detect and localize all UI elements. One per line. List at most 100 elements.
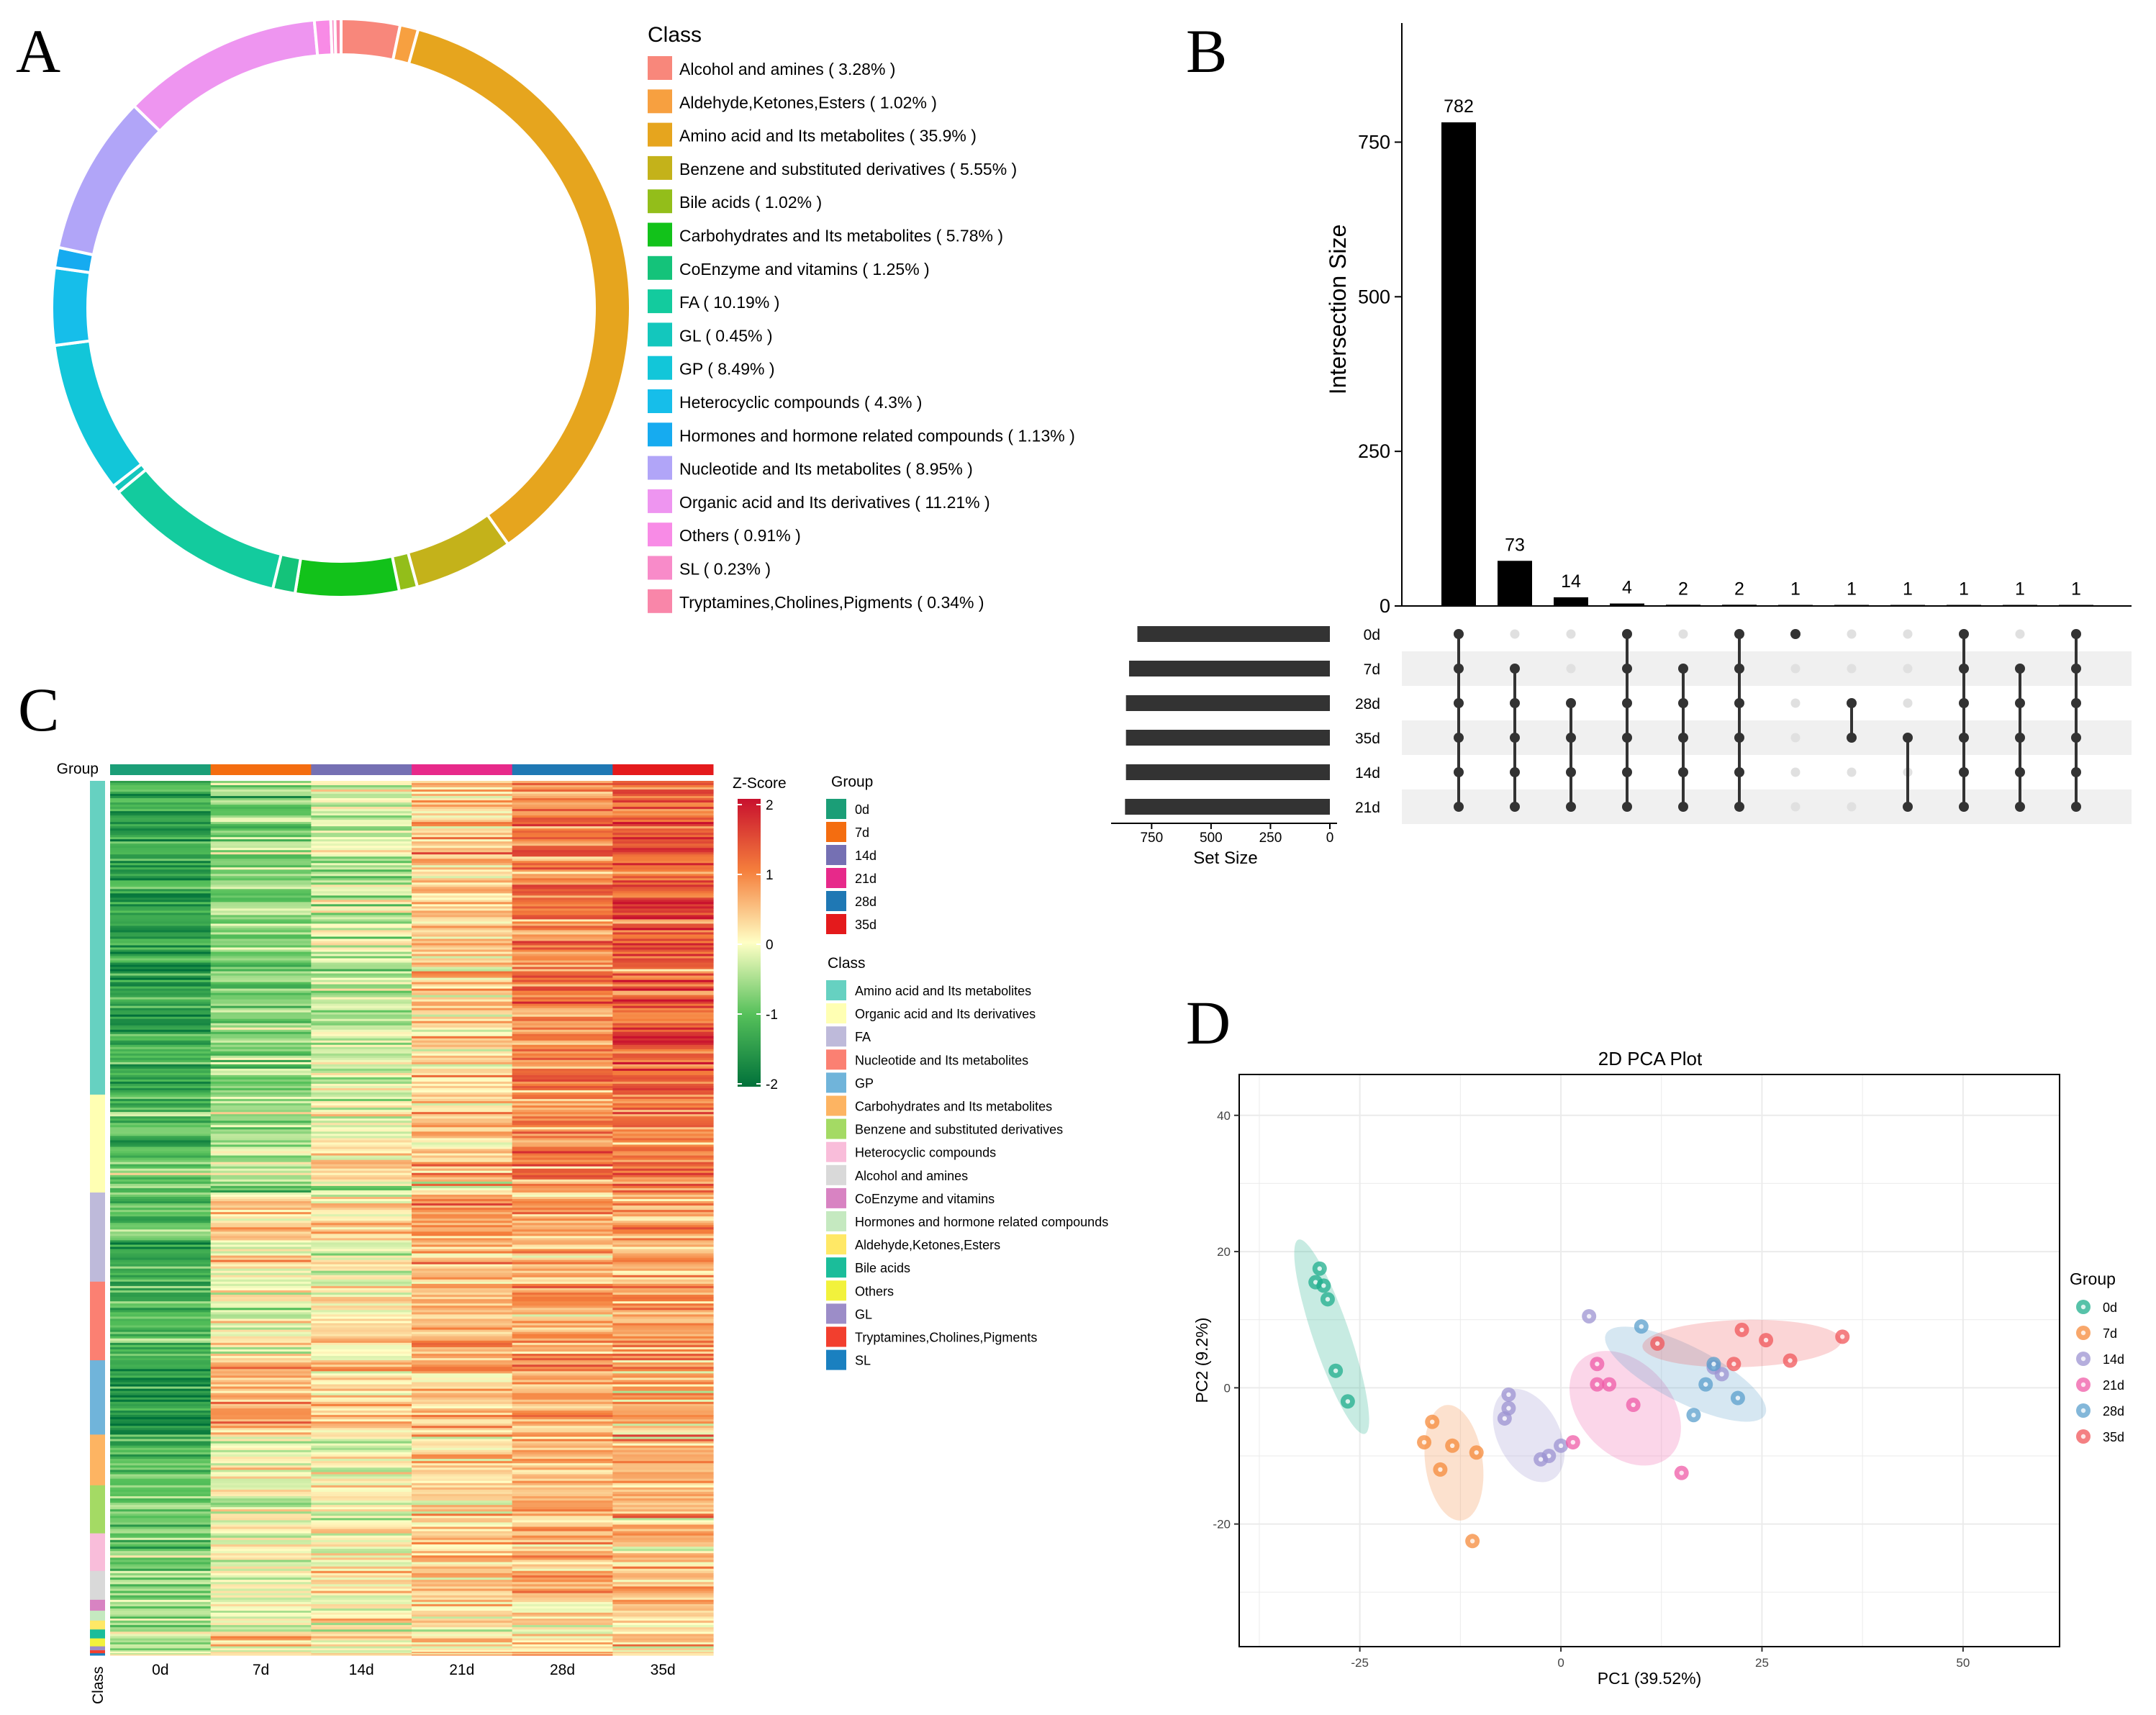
heatmap-cell xyxy=(311,1505,412,1508)
heatmap-cell xyxy=(311,878,412,881)
heatmap-cell xyxy=(512,997,613,1000)
heatmap-cell xyxy=(412,936,513,940)
matrix-dot-empty-2-1 xyxy=(1566,664,1576,674)
heatmap-cell xyxy=(612,908,714,912)
pca-legend-marker-center-21d xyxy=(2080,1382,2086,1388)
heatmap-cell xyxy=(612,1537,714,1541)
heatmap-cell xyxy=(512,910,613,914)
heatmap-cell xyxy=(110,1478,212,1482)
heatmap-class-legend-label-13: Others xyxy=(855,1284,894,1298)
heatmap-cell xyxy=(412,1306,513,1308)
heatmap-cell xyxy=(110,947,212,951)
heatmap-cell xyxy=(110,1358,212,1361)
heatmap-cell xyxy=(110,1223,212,1226)
heatmap-cell xyxy=(412,1401,513,1405)
heatmap-cell xyxy=(110,1620,212,1624)
group-legend-label-14d: 14d xyxy=(855,849,877,863)
heatmap-cell xyxy=(412,1449,513,1453)
heatmap-cell xyxy=(110,921,212,925)
heatmap-cell xyxy=(311,1253,412,1257)
heatmap-cell xyxy=(412,990,513,994)
heatmap-cell xyxy=(210,1140,312,1144)
heatmap-cell xyxy=(612,1068,714,1072)
heatmap-cell xyxy=(412,820,513,823)
heatmap-cell xyxy=(412,897,513,900)
heatmap-cell xyxy=(612,1397,714,1400)
heatmap-cell xyxy=(311,1168,412,1172)
class-bar-segment-8 xyxy=(90,1570,105,1601)
heatmap-cell xyxy=(612,1079,714,1082)
heatmap-cell xyxy=(412,1526,513,1530)
heatmap-cell xyxy=(210,1051,312,1054)
heatmap-cell xyxy=(612,1236,714,1239)
heatmap-cell xyxy=(210,1566,312,1570)
heatmap-cell xyxy=(210,1285,312,1289)
matrix-dot-filled-1-4 xyxy=(1510,767,1520,777)
heatmap-cell xyxy=(512,960,613,964)
heatmap-cell xyxy=(110,932,212,936)
pca-legend-marker-center-7d xyxy=(2080,1330,2086,1336)
heatmap-cell xyxy=(110,1566,212,1570)
heatmap-cell xyxy=(210,783,312,786)
class-bar-segment-6 xyxy=(90,1485,105,1534)
heatmap-cell xyxy=(110,934,212,938)
heatmap-cell xyxy=(412,964,513,968)
class-bar-segment-4 xyxy=(90,1360,105,1435)
heatmap-cell xyxy=(110,1470,212,1473)
heatmap-cell xyxy=(612,1166,714,1169)
heatmap-cell xyxy=(412,1629,513,1632)
heatmap-cell xyxy=(210,1121,312,1123)
heatmap-cell xyxy=(412,1072,513,1076)
heatmap-cell xyxy=(110,1279,212,1282)
heatmap-cell xyxy=(110,889,212,892)
heatmap-cell xyxy=(512,906,613,909)
heatmap-cell xyxy=(612,1003,714,1007)
heatmap-cell xyxy=(412,1608,513,1611)
heatmap-cell xyxy=(110,1456,212,1460)
heatmap-cell xyxy=(512,1472,613,1475)
heatmap-cell xyxy=(412,982,513,985)
heatmap-cell xyxy=(412,828,513,831)
heatmap-cell xyxy=(412,1259,513,1263)
heatmap-cell xyxy=(311,807,412,810)
heatmap-cell xyxy=(311,1072,412,1076)
heatmap-cell xyxy=(210,1611,312,1614)
heatmap-cell xyxy=(412,1190,513,1193)
heatmap-cell xyxy=(512,1212,613,1215)
heatmap-cell xyxy=(612,1344,714,1348)
heatmap-cell xyxy=(210,785,312,788)
heatmap-cell xyxy=(512,1293,613,1295)
heatmap-cell xyxy=(412,1452,513,1455)
heatmap-cell xyxy=(412,798,513,801)
heatmap-cell xyxy=(110,1461,212,1464)
heatmap-cell xyxy=(210,1640,312,1643)
heatmap-cell xyxy=(210,988,312,992)
heatmap-cell xyxy=(110,1121,212,1123)
heatmap-cell xyxy=(612,1244,714,1248)
heatmap-cell xyxy=(311,1195,412,1198)
heatmap-cell xyxy=(210,1042,312,1046)
heatmap-cell xyxy=(512,1146,613,1150)
matrix-dot-filled-10-5 xyxy=(2015,802,2025,812)
heatmap-cell xyxy=(612,826,714,829)
heatmap-cell xyxy=(311,1136,412,1139)
heatmap-cell xyxy=(612,1116,714,1119)
heatmap-cell xyxy=(512,807,613,810)
donut-slice-5 xyxy=(293,554,402,599)
heatmap-cell xyxy=(210,938,312,942)
heatmap-cell xyxy=(512,1151,613,1154)
heatmap-cell xyxy=(412,954,513,957)
heatmap-cell xyxy=(110,956,212,959)
heatmap-cell xyxy=(311,1533,412,1537)
heatmap-cell xyxy=(210,854,312,857)
heatmap-cell xyxy=(210,947,312,951)
matrix-dot-empty-10-0 xyxy=(2015,629,2025,639)
intersection-y-tick-label-3: 750 xyxy=(1358,131,1390,153)
heatmap-cell xyxy=(612,1197,714,1200)
heatmap-cell xyxy=(210,1183,312,1187)
heatmap-cell xyxy=(110,1375,212,1379)
heatmap-cell xyxy=(311,1606,412,1609)
heatmap-cell xyxy=(512,1008,613,1011)
heatmap-cell xyxy=(612,1629,714,1632)
heatmap-cell xyxy=(210,1367,312,1370)
